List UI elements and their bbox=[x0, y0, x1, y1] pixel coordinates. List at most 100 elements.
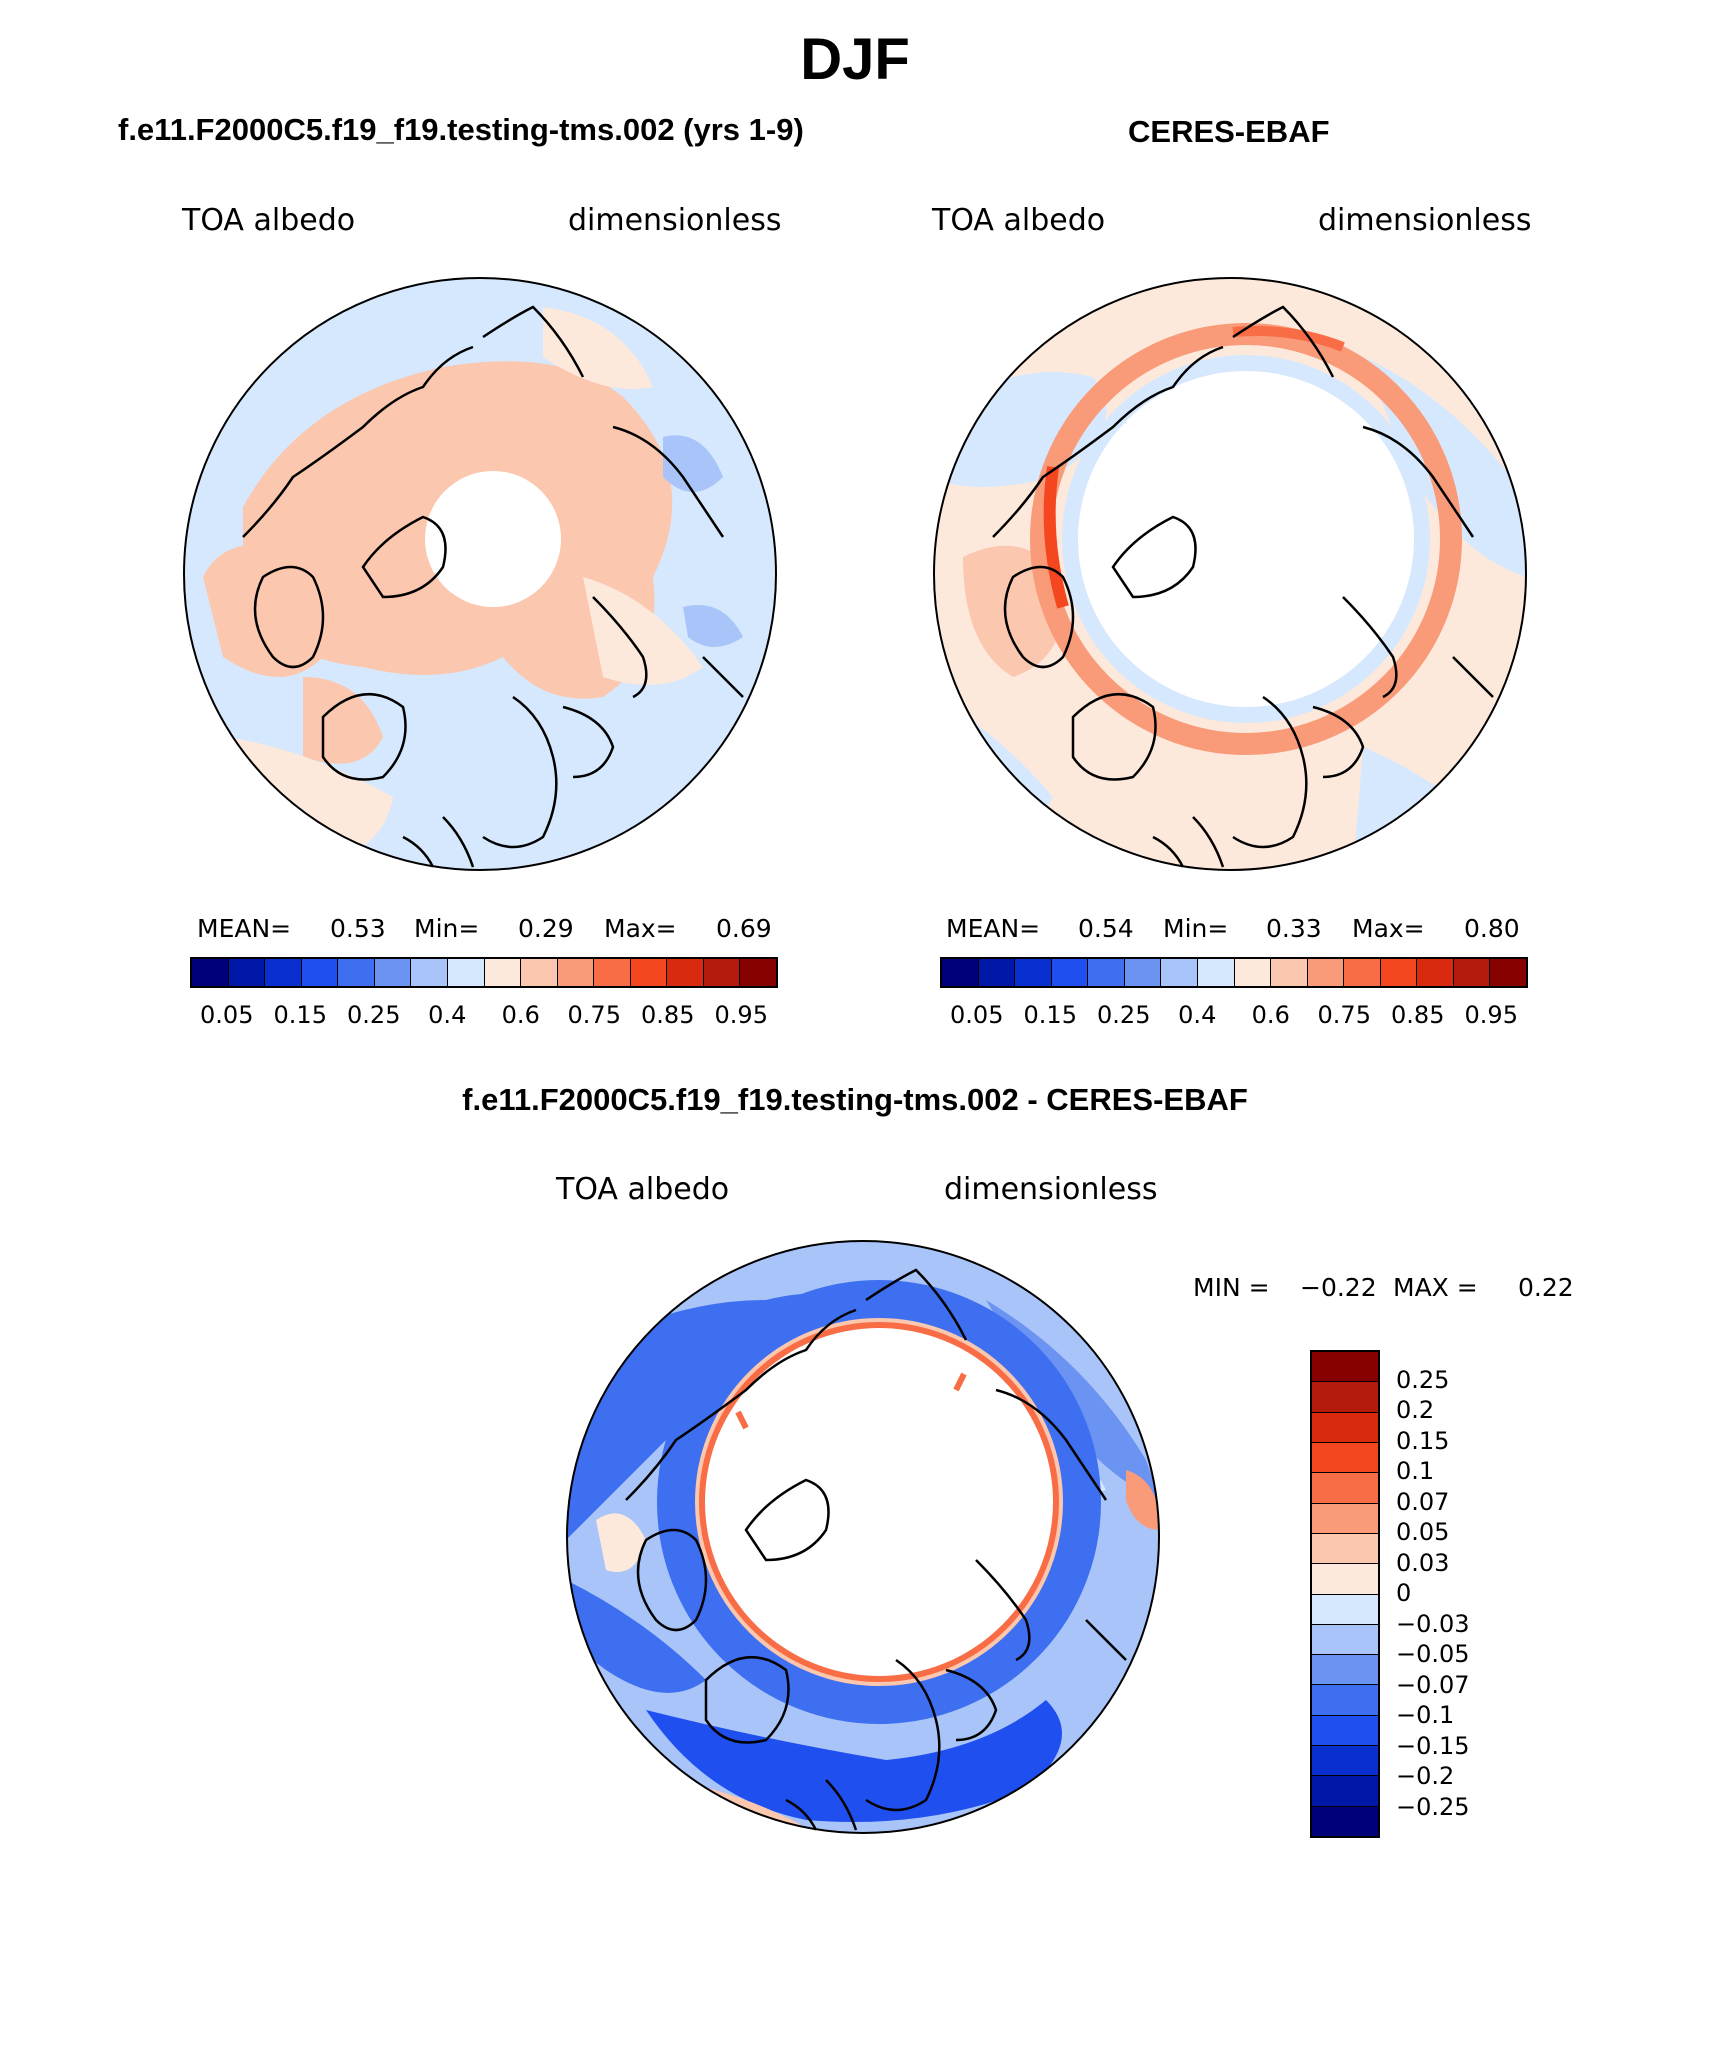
model-colorbar-tick-label: 0.4 bbox=[428, 1001, 467, 1029]
obs-colorbar-tick-label: 0.95 bbox=[1464, 1001, 1518, 1029]
model-polar-map bbox=[183, 277, 777, 871]
diff-min-value: −0.22 bbox=[1300, 1273, 1377, 1302]
model-colorbar-swatch bbox=[265, 959, 302, 986]
obs-colorbar-swatch bbox=[1307, 959, 1345, 986]
diff-colorbar-tick-label: −0.03 bbox=[1396, 1609, 1470, 1638]
model-variable-label: TOA albedo bbox=[182, 203, 356, 238]
diff-colorbar-swatch bbox=[1312, 1533, 1378, 1565]
model-colorbar-swatch bbox=[192, 959, 229, 986]
obs-min-label: Min= bbox=[1163, 914, 1229, 943]
diff-polar-map bbox=[566, 1240, 1160, 1834]
obs-colorbar-swatch bbox=[1124, 959, 1162, 986]
diff-min-label: MIN = bbox=[1193, 1273, 1270, 1302]
diff-colorbar-swatch bbox=[1312, 1594, 1378, 1625]
model-colorbar-swatch bbox=[338, 959, 375, 986]
model-colorbar-swatch bbox=[557, 959, 595, 986]
diff-colorbar-swatch bbox=[1312, 1624, 1378, 1656]
diff-colorbar-swatch bbox=[1312, 1473, 1378, 1504]
obs-colorbar-swatch bbox=[978, 959, 1016, 986]
diff-colorbar-swatch bbox=[1312, 1655, 1378, 1686]
diff-panel-heading: f.e11.F2000C5.f19_f19.testing-tms.002 - … bbox=[462, 1082, 1248, 1117]
obs-colorbar-tick-label: 0.4 bbox=[1178, 1001, 1217, 1029]
diff-colorbar-swatch bbox=[1312, 1806, 1378, 1836]
model-units-label: dimensionless bbox=[568, 203, 782, 238]
model-colorbar-swatch bbox=[703, 959, 741, 986]
obs-colorbar-swatch bbox=[1453, 959, 1491, 986]
diff-colorbar-swatch bbox=[1312, 1564, 1378, 1595]
model-mean-value: 0.53 bbox=[330, 914, 386, 943]
model-colorbar-swatch bbox=[374, 959, 412, 986]
diff-colorbar-swatch bbox=[1312, 1412, 1378, 1443]
obs-colorbar-tick-label: 0.85 bbox=[1391, 1001, 1445, 1029]
diff-colorbar-swatch bbox=[1312, 1776, 1378, 1807]
obs-colorbar-tick-label: 0.75 bbox=[1317, 1001, 1371, 1029]
obs-colorbar bbox=[940, 957, 1528, 988]
model-min-label: Min= bbox=[414, 914, 480, 943]
obs-colorbar-swatch bbox=[1490, 959, 1526, 986]
diff-colorbar-tick-label: −0.2 bbox=[1396, 1762, 1455, 1790]
model-colorbar bbox=[190, 957, 778, 988]
obs-mean-value: 0.54 bbox=[1078, 914, 1134, 943]
obs-colorbar-swatch bbox=[1197, 959, 1235, 986]
diff-colorbar-tick-label: 0.03 bbox=[1396, 1548, 1450, 1577]
obs-colorbar-tick-label: 0.15 bbox=[1023, 1001, 1077, 1029]
obs-colorbar-swatch bbox=[1088, 959, 1125, 986]
diff-colorbar-tick-label: −0.15 bbox=[1396, 1731, 1470, 1760]
model-min-value: 0.29 bbox=[518, 914, 574, 943]
diff-colorbar bbox=[1310, 1350, 1380, 1838]
diff-colorbar-tick-label: 0.07 bbox=[1396, 1487, 1450, 1516]
obs-colorbar-tick-label: 0.25 bbox=[1097, 1001, 1151, 1029]
model-colorbar-swatch bbox=[594, 959, 631, 986]
obs-colorbar-swatch bbox=[1015, 959, 1052, 986]
diff-colorbar-tick-label: 0.25 bbox=[1396, 1365, 1450, 1394]
obs-colorbar-tick-label: 0.05 bbox=[950, 1001, 1004, 1029]
model-colorbar-tick-label: 0.25 bbox=[347, 1001, 401, 1029]
obs-variable-label: TOA albedo bbox=[932, 203, 1106, 238]
diff-units-label: dimensionless bbox=[944, 1172, 1158, 1207]
diff-colorbar-tick-label: −0.07 bbox=[1396, 1670, 1470, 1699]
obs-min-value: 0.33 bbox=[1266, 914, 1322, 943]
diff-colorbar-tick-label: 0.15 bbox=[1396, 1426, 1450, 1455]
obs-colorbar-swatch bbox=[1417, 959, 1454, 986]
obs-colorbar-swatch bbox=[942, 959, 979, 986]
model-colorbar-swatch bbox=[667, 959, 704, 986]
obs-colorbar-tick-label: 0.6 bbox=[1251, 1001, 1290, 1029]
diff-colorbar-tick-label: −0.25 bbox=[1396, 1792, 1470, 1821]
diff-colorbar-tick-label: 0.1 bbox=[1396, 1457, 1435, 1485]
diff-colorbar-swatch bbox=[1312, 1746, 1378, 1777]
model-colorbar-tick-label: 0.15 bbox=[273, 1001, 327, 1029]
page-title: DJF bbox=[800, 27, 910, 92]
model-colorbar-swatch bbox=[228, 959, 266, 986]
obs-max-value: 0.80 bbox=[1464, 914, 1520, 943]
diff-colorbar-swatch bbox=[1312, 1715, 1378, 1747]
obs-colorbar-swatch bbox=[1161, 959, 1198, 986]
obs-units-label: dimensionless bbox=[1318, 203, 1532, 238]
model-colorbar-swatch bbox=[411, 959, 448, 986]
obs-colorbar-swatch bbox=[1051, 959, 1089, 986]
obs-panel-heading: CERES-EBAF bbox=[1128, 114, 1330, 149]
model-colorbar-swatch bbox=[301, 959, 339, 986]
model-colorbar-tick-label: 0.6 bbox=[501, 1001, 540, 1029]
diff-colorbar-tick-label: 0.05 bbox=[1396, 1518, 1450, 1546]
model-colorbar-tick-label: 0.95 bbox=[714, 1001, 768, 1029]
diff-colorbar-tick-label: −0.05 bbox=[1396, 1640, 1470, 1668]
model-max-label: Max= bbox=[604, 914, 677, 943]
diff-colorbar-swatch bbox=[1312, 1352, 1378, 1383]
model-colorbar-tick-label: 0.05 bbox=[200, 1001, 254, 1029]
model-max-value: 0.69 bbox=[716, 914, 772, 943]
diff-max-label: MAX = bbox=[1393, 1273, 1478, 1302]
obs-colorbar-swatch bbox=[1344, 959, 1381, 986]
obs-max-label: Max= bbox=[1352, 914, 1425, 943]
diff-variable-label: TOA albedo bbox=[556, 1172, 730, 1207]
obs-colorbar-swatch bbox=[1380, 959, 1418, 986]
model-colorbar-swatch bbox=[630, 959, 668, 986]
diff-colorbar-tick-label: −0.1 bbox=[1396, 1701, 1455, 1729]
obs-mean-label: MEAN= bbox=[946, 914, 1041, 943]
obs-colorbar-swatch bbox=[1234, 959, 1272, 986]
model-colorbar-tick-label: 0.85 bbox=[641, 1001, 695, 1029]
model-colorbar-swatch bbox=[447, 959, 485, 986]
obs-colorbar-swatch bbox=[1271, 959, 1308, 986]
model-colorbar-swatch bbox=[740, 959, 776, 986]
model-mean-label: MEAN= bbox=[197, 914, 292, 943]
diff-max-value: 0.22 bbox=[1518, 1273, 1574, 1302]
